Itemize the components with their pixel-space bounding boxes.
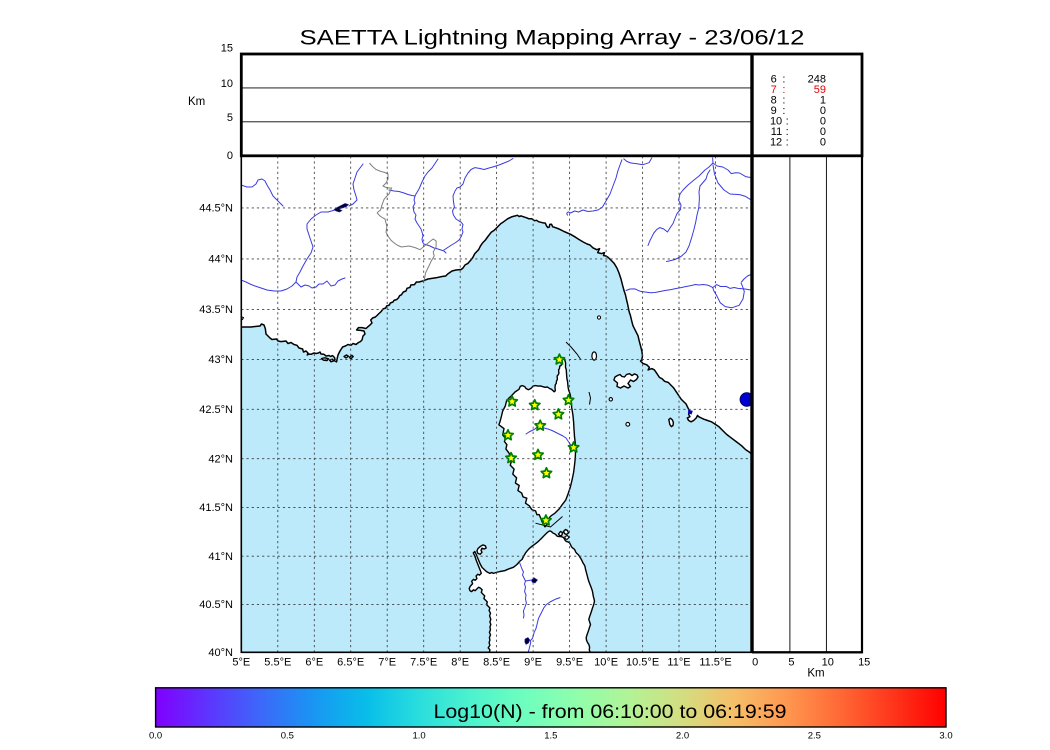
svg-text:41.5°N: 41.5°N — [199, 502, 233, 514]
svg-text:12: 12 — [770, 136, 782, 148]
svg-text:0: 0 — [820, 126, 826, 138]
svg-text:6.5°E: 6.5°E — [337, 656, 364, 668]
svg-text:8.5°E: 8.5°E — [483, 656, 510, 668]
svg-text:5: 5 — [788, 656, 794, 668]
svg-text:2.5: 2.5 — [808, 731, 821, 742]
svg-text:5: 5 — [227, 112, 233, 124]
svg-text:10.5°E: 10.5°E — [626, 656, 659, 668]
svg-text:15: 15 — [858, 656, 870, 668]
svg-text:9: 9 — [771, 105, 777, 117]
svg-text:Km: Km — [188, 96, 205, 108]
svg-text::: : — [786, 136, 789, 148]
svg-text:43°N: 43°N — [208, 354, 233, 366]
svg-text:5.5°E: 5.5°E — [264, 656, 291, 668]
svg-text:3.0: 3.0 — [939, 731, 952, 742]
svg-text::: : — [782, 105, 785, 117]
svg-text:0: 0 — [227, 150, 233, 162]
svg-text:10: 10 — [770, 116, 782, 128]
svg-text:7: 7 — [771, 84, 777, 96]
svg-text::: : — [786, 116, 789, 128]
svg-text:0: 0 — [820, 136, 826, 148]
svg-text:1.0: 1.0 — [412, 731, 425, 742]
svg-text:40°N: 40°N — [208, 647, 233, 659]
svg-text::: : — [782, 84, 785, 96]
svg-text:10: 10 — [822, 656, 834, 668]
svg-text:1.5: 1.5 — [544, 731, 557, 742]
svg-text:0: 0 — [752, 656, 758, 668]
svg-text:10°E: 10°E — [594, 656, 618, 668]
svg-text:11.5°E: 11.5°E — [699, 656, 731, 668]
svg-text:0: 0 — [820, 116, 826, 128]
svg-text:Km: Km — [807, 668, 824, 680]
svg-text:11: 11 — [771, 126, 782, 138]
svg-text:6°E: 6°E — [305, 656, 323, 668]
svg-text:42°N: 42°N — [208, 453, 233, 465]
svg-text:42.5°N: 42.5°N — [199, 404, 233, 416]
svg-text:15: 15 — [221, 43, 233, 55]
svg-text:7.5°E: 7.5°E — [410, 656, 437, 668]
svg-text:59: 59 — [814, 84, 826, 96]
svg-text:44.5°N: 44.5°N — [199, 203, 233, 215]
svg-text:9°E: 9°E — [524, 656, 542, 668]
svg-text::: : — [786, 126, 789, 138]
svg-text:0.0: 0.0 — [149, 731, 162, 742]
svg-text:Log10(N) - from 06:10:00 to 06: Log10(N) - from 06:10:00 to 06:19:59 — [434, 702, 787, 723]
svg-text:43.5°N: 43.5°N — [199, 304, 233, 316]
svg-text:0.5: 0.5 — [281, 731, 294, 742]
svg-text:248: 248 — [808, 74, 826, 86]
svg-text:2.0: 2.0 — [676, 731, 689, 742]
svg-text:8°E: 8°E — [451, 656, 469, 668]
svg-text::: : — [782, 95, 785, 107]
svg-text:11°E: 11°E — [667, 656, 690, 668]
svg-text:41°N: 41°N — [208, 551, 233, 563]
svg-text:5°E: 5°E — [232, 656, 250, 668]
svg-text:44°N: 44°N — [208, 254, 233, 266]
svg-text:40.5°N: 40.5°N — [199, 599, 233, 611]
svg-text:7°E: 7°E — [378, 656, 396, 668]
svg-text:9.5°E: 9.5°E — [556, 656, 583, 668]
svg-text::: : — [782, 74, 785, 86]
svg-text:SAETTA Lightning Mapping Array: SAETTA Lightning Mapping Array - 23/06/1… — [300, 27, 805, 50]
svg-text:1: 1 — [820, 95, 826, 107]
svg-text:6: 6 — [771, 74, 777, 86]
svg-text:8: 8 — [771, 95, 777, 107]
svg-text:0: 0 — [820, 105, 826, 117]
svg-text:10: 10 — [221, 78, 233, 90]
